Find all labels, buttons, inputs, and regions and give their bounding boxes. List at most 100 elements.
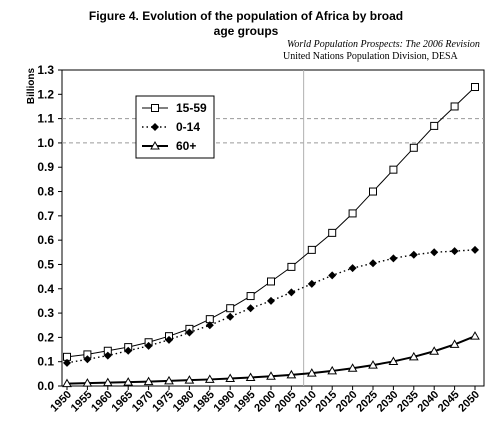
data-point-15-59 <box>450 102 459 111</box>
data-point-0-14 <box>389 254 398 263</box>
data-point-0-14 <box>144 341 153 350</box>
data-point-15-59 <box>369 187 377 196</box>
data-point-60+ <box>184 375 195 384</box>
data-point-60+ <box>225 373 236 382</box>
data-point-0-14 <box>83 355 92 364</box>
plot-area <box>61 69 485 387</box>
legend-swatch-marker <box>150 140 160 150</box>
data-point-0-14 <box>430 248 439 257</box>
x-tick-label: 1985 <box>191 389 217 415</box>
legend-label: 60+ <box>176 139 196 153</box>
data-point-15-59 <box>307 245 316 254</box>
legend-label: 0-14 <box>176 120 200 134</box>
data-point-0-14 <box>124 346 133 355</box>
y-tick-label: 0.4 <box>37 282 54 296</box>
y-tick-label: 0.9 <box>37 160 54 174</box>
y-tick-label: 1.3 <box>37 63 54 77</box>
series-0-14 <box>63 245 479 367</box>
data-point-60+ <box>204 374 215 383</box>
x-tick-label: 2040 <box>416 389 442 415</box>
data-point-60+ <box>470 331 480 340</box>
data-point-15-59 <box>287 262 296 271</box>
y-tick-label: 1.0 <box>37 136 54 150</box>
series-layer <box>62 83 480 388</box>
legend-label: 15-59 <box>176 101 207 115</box>
data-point-60+ <box>143 376 154 386</box>
data-point-60+ <box>306 368 317 377</box>
x-tick-label: 1970 <box>130 389 156 415</box>
data-point-0-14 <box>267 296 275 305</box>
data-point-60+ <box>266 371 276 380</box>
x-tick-label: 1995 <box>232 389 258 415</box>
y-axis-label: Billions <box>26 68 37 105</box>
data-point-60+ <box>388 356 399 365</box>
data-point-60+ <box>102 377 113 387</box>
data-point-15-59 <box>471 83 479 92</box>
y-tick-label: 1.2 <box>37 87 54 101</box>
data-point-60+ <box>286 369 297 379</box>
data-point-0-14 <box>63 358 71 367</box>
x-tick-label: 1960 <box>89 389 115 415</box>
x-tick-label: 2010 <box>293 389 319 415</box>
x-tick-label: 2005 <box>273 389 299 415</box>
x-tick-label: 2000 <box>252 389 278 415</box>
data-point-0-14 <box>471 245 479 254</box>
data-point-60+ <box>429 346 440 355</box>
legend: 15-59 0-14 60+ <box>135 95 215 159</box>
y-axis-ticks: 0.0 0.1 0.2 0.3 0.4 0.5 0.6 0.7 0.8 0.9 1.0 1.1 1.2 1… <box>37 63 62 393</box>
data-point-0-14 <box>165 335 173 344</box>
data-point-15-59 <box>226 304 235 313</box>
data-point-60+ <box>245 372 256 381</box>
x-tick-label: 2050 <box>456 389 482 415</box>
data-point-15-59 <box>328 228 337 237</box>
data-point-0-14 <box>409 250 418 259</box>
y-tick-label: 0.2 <box>37 330 54 344</box>
y-tick-label: 0.7 <box>37 209 54 223</box>
legend-swatch-marker <box>151 123 159 131</box>
data-point-15-59 <box>430 121 439 130</box>
y-tick-label: 0.0 <box>37 379 54 393</box>
data-point-60+ <box>347 363 358 372</box>
data-point-15-59 <box>348 209 357 218</box>
data-point-60+ <box>368 360 378 369</box>
chart-title-line1: Figure 4. Evolution of the population of… <box>89 9 403 23</box>
y-tick-label: 0.5 <box>37 257 54 271</box>
data-point-15-59 <box>389 165 398 174</box>
chart-title-line2: age groups <box>214 24 279 38</box>
y-tick-label: 0.3 <box>37 306 54 320</box>
data-point-0-14 <box>328 271 337 280</box>
data-point-60+ <box>62 378 72 388</box>
data-point-0-14 <box>246 304 255 313</box>
x-tick-label: 2015 <box>314 389 340 415</box>
data-point-0-14 <box>348 264 357 273</box>
data-point-60+ <box>164 375 174 385</box>
x-tick-label: 2045 <box>436 389 462 415</box>
data-point-0-14 <box>226 312 235 321</box>
x-tick-label: 2035 <box>395 389 421 415</box>
data-point-0-14 <box>185 328 194 337</box>
x-tick-label: 2020 <box>334 389 360 415</box>
y-tick-label: 0.8 <box>37 185 54 199</box>
y-tick-label: 0.6 <box>37 233 54 247</box>
x-tick-label: 2030 <box>375 389 401 415</box>
source-agency: United Nations Population Division, DESA <box>283 51 459 62</box>
data-point-60+ <box>123 377 134 386</box>
series-60+ <box>62 331 480 388</box>
data-point-60+ <box>449 339 460 348</box>
x-axis-ticks: 1950195519601965197019751980198519901995… <box>48 386 482 414</box>
data-point-0-14 <box>307 279 316 288</box>
data-point-60+ <box>82 378 93 387</box>
data-point-15-59 <box>246 292 255 301</box>
x-tick-label: 1955 <box>69 389 95 415</box>
legend-box <box>135 95 215 159</box>
x-tick-label: 1965 <box>110 389 136 415</box>
legend-swatch-marker <box>151 104 159 112</box>
y-tick-label: 1.1 <box>37 112 54 126</box>
data-point-60+ <box>408 351 419 361</box>
data-point-0-14 <box>287 288 296 297</box>
x-tick-label: 1980 <box>171 389 197 415</box>
plot-frame <box>61 69 485 387</box>
data-point-15-59 <box>267 277 275 286</box>
data-point-0-14 <box>103 351 112 360</box>
